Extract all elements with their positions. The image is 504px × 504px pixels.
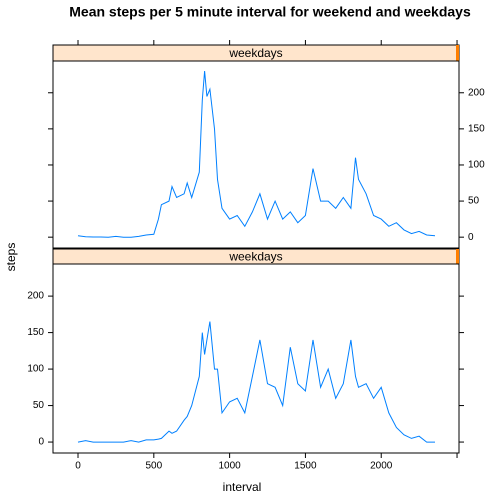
panel-border [52, 263, 460, 454]
y-tick-label: 50 [33, 400, 45, 411]
x-tick-label: 1500 [294, 461, 317, 472]
chart-title: Mean steps per 5 minute interval for wee… [69, 4, 471, 20]
x-tick-label: 2000 [370, 461, 393, 472]
y-tick-label: 0 [468, 232, 474, 243]
series-line [77, 321, 435, 443]
x-tick-label: 0 [75, 461, 81, 472]
x-tick-label: 1000 [218, 461, 241, 472]
y-tick-label: 0 [38, 437, 44, 448]
y-tick-label: 100 [468, 160, 485, 171]
x-axis-label: interval [223, 480, 262, 494]
y-tick-label: 200 [27, 291, 44, 302]
strip-indicator [456, 249, 459, 264]
series-line [77, 71, 436, 238]
strip-label: weekdays [228, 46, 282, 60]
x-tick-label: 500 [145, 461, 162, 472]
strip-label: weekdays [228, 250, 282, 264]
y-axis-label: steps [4, 243, 18, 272]
y-tick-label: 50 [468, 196, 480, 207]
y-tick-label: 150 [468, 124, 485, 135]
y-tick-label: 150 [27, 327, 44, 338]
panel-border [52, 60, 460, 249]
y-tick-label: 100 [27, 364, 44, 375]
y-tick-label: 200 [468, 87, 485, 98]
strip-indicator [456, 45, 459, 61]
